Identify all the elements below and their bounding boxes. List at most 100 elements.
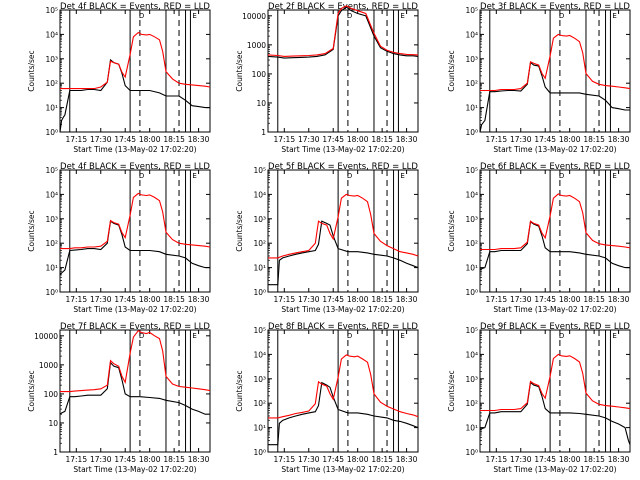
x-tick-label: 17:15 [65, 135, 87, 144]
series-line-red [268, 193, 419, 259]
x-tick-label: 17:45 [114, 455, 136, 464]
y-tick-label: 10⁵ [465, 326, 478, 335]
y-axis-label: Counts/sec [235, 210, 244, 251]
marker-annotation: D [347, 172, 352, 180]
x-tick-label: 17:45 [534, 135, 556, 144]
x-tick-label: 18:00 [347, 135, 369, 144]
y-tick-label: 10⁰ [465, 288, 478, 297]
plot-frame [479, 9, 631, 133]
marker-annotation: E [400, 12, 404, 20]
y-tick-label: 10⁰ [465, 128, 478, 137]
x-tick-label: 18:15 [163, 135, 185, 144]
y-tick-label: 10¹ [253, 424, 266, 433]
y-tick-label: 100 [252, 70, 267, 79]
series-line-black [59, 361, 210, 415]
y-axis-label: Counts/sec [27, 210, 36, 251]
y-tick-label: 1000 [247, 41, 266, 50]
x-tick-label: 17:45 [322, 135, 344, 144]
chart-panel-8: Det 8f BLACK = Events, RED = LLD 10⁰ 10¹ 10… [235, 322, 419, 474]
y-tick-label: 10¹ [465, 424, 478, 433]
x-tick-label: 17:45 [534, 455, 556, 464]
y-axis-label: Counts/sec [27, 370, 36, 411]
x-tick-label: 17:30 [90, 135, 112, 144]
y-tick-label: 10⁰ [465, 448, 478, 457]
x-tick-label: 18:30 [396, 135, 418, 144]
y-tick-label: 10⁴ [253, 190, 266, 199]
y-tick-label: 10⁴ [45, 30, 58, 39]
x-tick-label: 17:30 [510, 455, 532, 464]
chart-title: Det 6f BLACK = Events, RED = LLD [480, 162, 630, 172]
chart-panel-5: Det 5f BLACK = Events, RED = LLD 10⁰ 10¹ 10… [235, 162, 419, 314]
x-tick-label: 17:15 [273, 135, 295, 144]
y-tick-label: 1000 [39, 361, 58, 370]
chart-title: Det 7f BLACK = Events, RED = LLD [60, 322, 210, 332]
x-tick-label: 18:00 [559, 455, 581, 464]
x-tick-label: 17:45 [534, 295, 556, 304]
plot-frame [479, 169, 631, 293]
x-tick-label: 17:30 [90, 455, 112, 464]
y-tick-label: 10⁵ [465, 6, 478, 15]
series-line-black [268, 381, 419, 446]
x-axis-label: Start Time (13-May-02 17:02:20) [493, 145, 616, 154]
y-tick-label: 10000 [34, 332, 58, 341]
x-tick-label: 18:30 [608, 135, 630, 144]
y-tick-label: 10³ [253, 375, 266, 384]
y-tick-label: 10⁰ [45, 128, 58, 137]
y-tick-label: 10² [465, 79, 478, 88]
x-tick-label: 18:00 [347, 295, 369, 304]
series-line-red [60, 329, 211, 393]
x-tick-label: 17:45 [322, 295, 344, 304]
y-tick-label: 10³ [45, 215, 58, 224]
marker-annotation: E [192, 332, 196, 340]
y-tick-label: 10³ [253, 215, 266, 224]
y-tick-label: 10⁵ [45, 6, 58, 15]
x-tick-label: 18:30 [608, 295, 630, 304]
y-axis-label: Counts/sec [447, 50, 456, 91]
series-line-black [479, 381, 631, 445]
series-line-red [267, 5, 419, 57]
plot-frame [267, 169, 419, 293]
series-line-black [479, 220, 630, 271]
chart-title: Det 9f BLACK = Events, RED = LLD [480, 322, 630, 332]
x-axis-label: Start Time (13-May-02 17:02:20) [73, 305, 196, 314]
y-tick-label: 1 [261, 128, 266, 137]
x-tick-label: 17:15 [485, 135, 507, 144]
x-tick-label: 18:00 [559, 135, 581, 144]
x-axis-label: Start Time (13-May-02 17:02:20) [493, 465, 616, 474]
y-axis-label: Counts/sec [235, 370, 244, 411]
y-tick-label: 10¹ [465, 264, 478, 273]
y-tick-label: 10⁵ [465, 166, 478, 175]
x-tick-label: 18:30 [608, 455, 630, 464]
y-tick-label: 10 [48, 419, 58, 428]
chart-title: Det 8f BLACK = Events, RED = LLD [268, 322, 418, 332]
chart-panel-3: Det 3f BLACK = Events, RED = LLD 10⁰ 10¹ 10… [447, 2, 631, 154]
x-tick-label: 18:15 [583, 455, 605, 464]
chart-title: Det 4f BLACK = Events, RED = LLD [60, 162, 210, 172]
y-tick-label: 10⁴ [465, 350, 478, 359]
chart-title: Det 3f BLACK = Events, RED = LLD [480, 2, 630, 12]
x-tick-label: 18:00 [347, 455, 369, 464]
y-tick-label: 10⁴ [253, 350, 266, 359]
y-tick-label: 10⁵ [45, 166, 58, 175]
y-tick-label: 10² [253, 399, 266, 408]
y-tick-label: 10¹ [45, 104, 58, 113]
chart-panel-1: Det 4f BLACK = Events, RED = LLD 10⁰ 10¹ 10… [27, 2, 211, 154]
x-tick-label: 18:15 [163, 295, 185, 304]
x-tick-label: 17:30 [298, 295, 320, 304]
x-tick-label: 17:30 [298, 135, 320, 144]
series-line-red [268, 354, 419, 419]
y-tick-label: 10³ [465, 375, 478, 384]
x-axis-label: Start Time (13-May-02 17:02:20) [73, 145, 196, 154]
y-tick-label: 10⁵ [253, 326, 266, 335]
x-tick-label: 17:15 [273, 455, 295, 464]
chart-panel-6: Det 6f BLACK = Events, RED = LLD 10⁰ 10¹ 10… [447, 162, 631, 314]
x-tick-label: 18:00 [139, 135, 161, 144]
y-tick-label: 100 [44, 390, 59, 399]
marker-annotation: E [612, 172, 616, 180]
chart-panel-9: Det 9f BLACK = Events, RED = LLD 10⁰ 10¹ 10… [447, 322, 631, 474]
chart-panel-2: Det 2f BLACK = Events, RED = LLD11010010… [235, 2, 419, 154]
x-tick-label: 18:00 [139, 455, 161, 464]
x-tick-label: 18:30 [396, 455, 418, 464]
marker-annotation: D [347, 332, 352, 340]
x-tick-label: 17:15 [485, 295, 507, 304]
